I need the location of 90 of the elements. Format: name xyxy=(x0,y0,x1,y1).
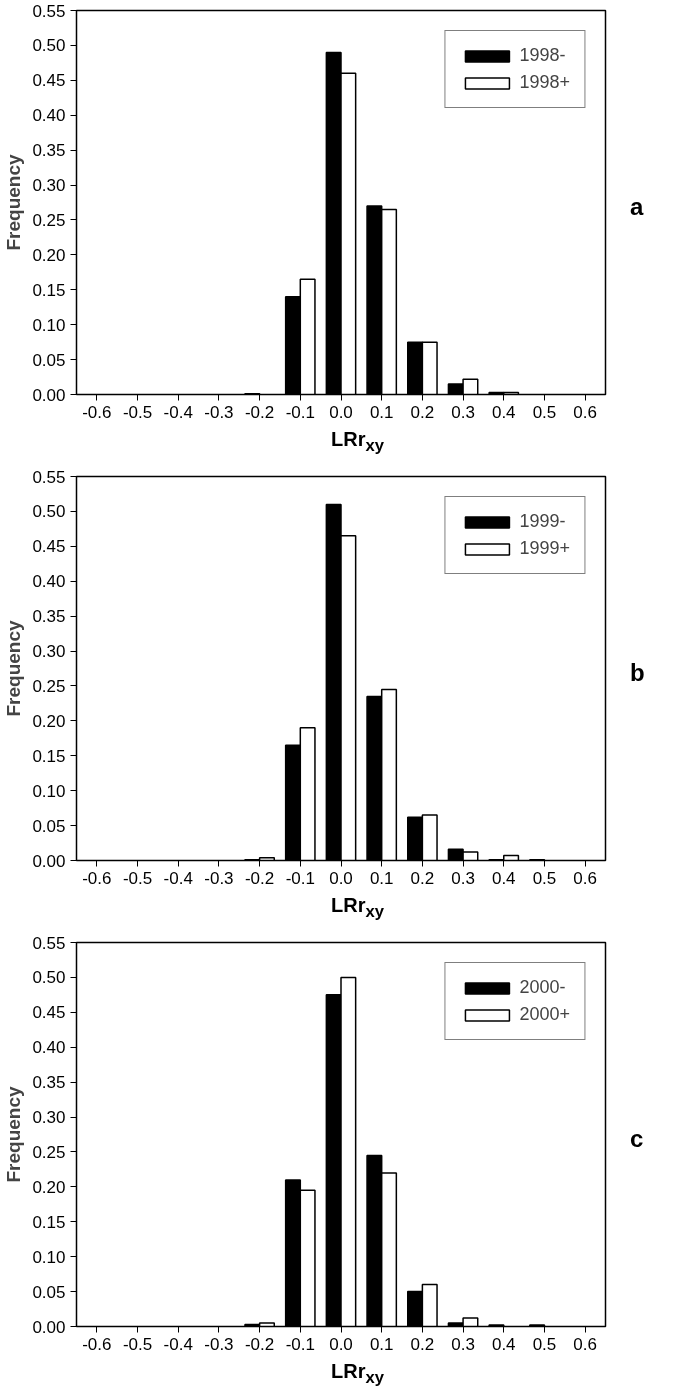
legend-label: 1999+ xyxy=(519,538,570,559)
x-tick-label: -0.5 xyxy=(122,1334,153,1354)
x-tick-label: -0.3 xyxy=(204,1334,234,1354)
x-tick-label: 0.4 xyxy=(491,1334,516,1354)
y-tick-label: 0.40 xyxy=(32,572,66,592)
y-tick-label: 0.35 xyxy=(32,607,66,627)
text: b xyxy=(630,658,645,688)
x-tick-label: 0.6 xyxy=(573,1334,597,1354)
x-tick-label: -0.3 xyxy=(204,868,234,888)
x-tick-label: 0.1 xyxy=(369,1334,394,1354)
x-tick-label: -0.6 xyxy=(82,402,112,422)
y-tick-label: 0.15 xyxy=(32,746,66,766)
y-tick-label: 0.30 xyxy=(32,1108,66,1128)
x-tick-label: 0.0 xyxy=(329,402,353,422)
y-tick-label: 0.50 xyxy=(32,502,66,522)
y-tick-label: 0.20 xyxy=(32,1177,66,1197)
y-tick-label: 0.05 xyxy=(32,1282,66,1302)
y-tick-label: 0.30 xyxy=(32,176,66,196)
y-tick-label: 0.20 xyxy=(32,245,66,265)
y-tick-label: 0.55 xyxy=(32,933,66,953)
x-tick-label: -0.6 xyxy=(82,1334,112,1354)
x-tick-label: -0.2 xyxy=(244,868,275,888)
x-tick-label: -0.6 xyxy=(82,868,112,888)
x-tick-label: 0.4 xyxy=(491,868,516,888)
x-tick-label: 0.3 xyxy=(451,1334,475,1354)
y-tick-label: 0.25 xyxy=(32,210,66,230)
y-tick-label: 0.00 xyxy=(32,851,66,871)
y-axis-title: Frequency xyxy=(3,154,25,251)
y-tick-label: 0.10 xyxy=(32,1247,66,1267)
y-tick-label: 0.10 xyxy=(32,781,66,801)
legend-label: 2000+ xyxy=(519,1004,570,1025)
text: c xyxy=(630,1124,644,1154)
x-tick-label: 0.0 xyxy=(329,868,353,888)
legend-label: 1999- xyxy=(519,511,566,532)
x-tick-label: -0.1 xyxy=(285,1334,315,1354)
y-tick-label: 0.45 xyxy=(32,537,66,557)
x-tick-label: -0.4 xyxy=(163,1334,193,1354)
y-tick-label: 0.20 xyxy=(32,711,66,731)
x-tick-label: 0.3 xyxy=(451,868,475,888)
x-tick-label: -0.2 xyxy=(244,402,275,422)
y-tick-label: 0.25 xyxy=(32,1142,66,1162)
x-tick-label: 0.3 xyxy=(451,402,475,422)
x-tick-label: 0.0 xyxy=(329,1334,353,1354)
x-tick-label: 0.2 xyxy=(410,402,435,422)
x-tick-label: 0.4 xyxy=(491,402,516,422)
x-axis-title: LRr$_{xy}$ xyxy=(331,1359,384,1389)
y-tick-label: 0.50 xyxy=(32,36,66,56)
y-axis-title: Frequency xyxy=(3,620,25,717)
y-tick-label: 0.15 xyxy=(32,280,66,300)
y-tick-label: 0.35 xyxy=(32,141,66,161)
x-tick-label: 0.6 xyxy=(573,402,597,422)
y-tick-label: 0.55 xyxy=(32,1,66,21)
y-tick-label: 0.00 xyxy=(32,385,66,405)
x-tick-label: -0.5 xyxy=(122,402,153,422)
x-tick-label: -0.4 xyxy=(163,402,193,422)
y-tick-label: 0.10 xyxy=(32,315,66,335)
x-tick-label: 0.1 xyxy=(369,868,394,888)
y-tick-label: 0.15 xyxy=(32,1212,66,1232)
x-tick-label: -0.3 xyxy=(204,402,234,422)
x-tick-label: 0.5 xyxy=(532,868,557,888)
legend-label: 1998- xyxy=(519,45,566,66)
x-tick-label: 0.1 xyxy=(369,402,394,422)
y-tick-label: 0.05 xyxy=(32,350,66,370)
x-tick-label: -0.1 xyxy=(285,402,315,422)
legend-label: 1998+ xyxy=(519,72,570,93)
x-tick-label: 0.2 xyxy=(410,1334,435,1354)
x-tick-label: -0.2 xyxy=(244,1334,275,1354)
x-tick-label: -0.4 xyxy=(163,868,193,888)
x-tick-label: 0.5 xyxy=(532,402,557,422)
y-tick-label: 0.40 xyxy=(32,106,66,126)
y-tick-label: 0.25 xyxy=(32,676,66,696)
text: a xyxy=(630,192,644,222)
y-tick-label: 0.45 xyxy=(32,1003,66,1023)
y-tick-label: 0.35 xyxy=(32,1073,66,1093)
legend-label: 2000- xyxy=(519,977,566,998)
y-tick-label: 0.40 xyxy=(32,1038,66,1058)
x-tick-label: 0.6 xyxy=(573,868,597,888)
y-tick-label: 0.05 xyxy=(32,816,66,836)
y-tick-label: 0.30 xyxy=(32,642,66,662)
x-tick-label: -0.5 xyxy=(122,868,153,888)
x-tick-label: -0.1 xyxy=(285,868,315,888)
x-tick-label: 0.5 xyxy=(532,1334,557,1354)
x-tick-label: 0.2 xyxy=(410,868,435,888)
y-axis-title: Frequency xyxy=(3,1086,25,1183)
y-tick-label: 0.45 xyxy=(32,71,66,91)
x-axis-title: LRr$_{xy}$ xyxy=(331,427,384,457)
y-tick-label: 0.55 xyxy=(32,467,66,487)
y-tick-label: 0.00 xyxy=(32,1317,66,1337)
y-tick-label: 0.50 xyxy=(32,968,66,988)
x-axis-title: LRr$_{xy}$ xyxy=(331,893,384,923)
